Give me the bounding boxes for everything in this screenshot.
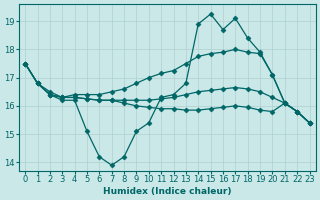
X-axis label: Humidex (Indice chaleur): Humidex (Indice chaleur) <box>103 187 232 196</box>
